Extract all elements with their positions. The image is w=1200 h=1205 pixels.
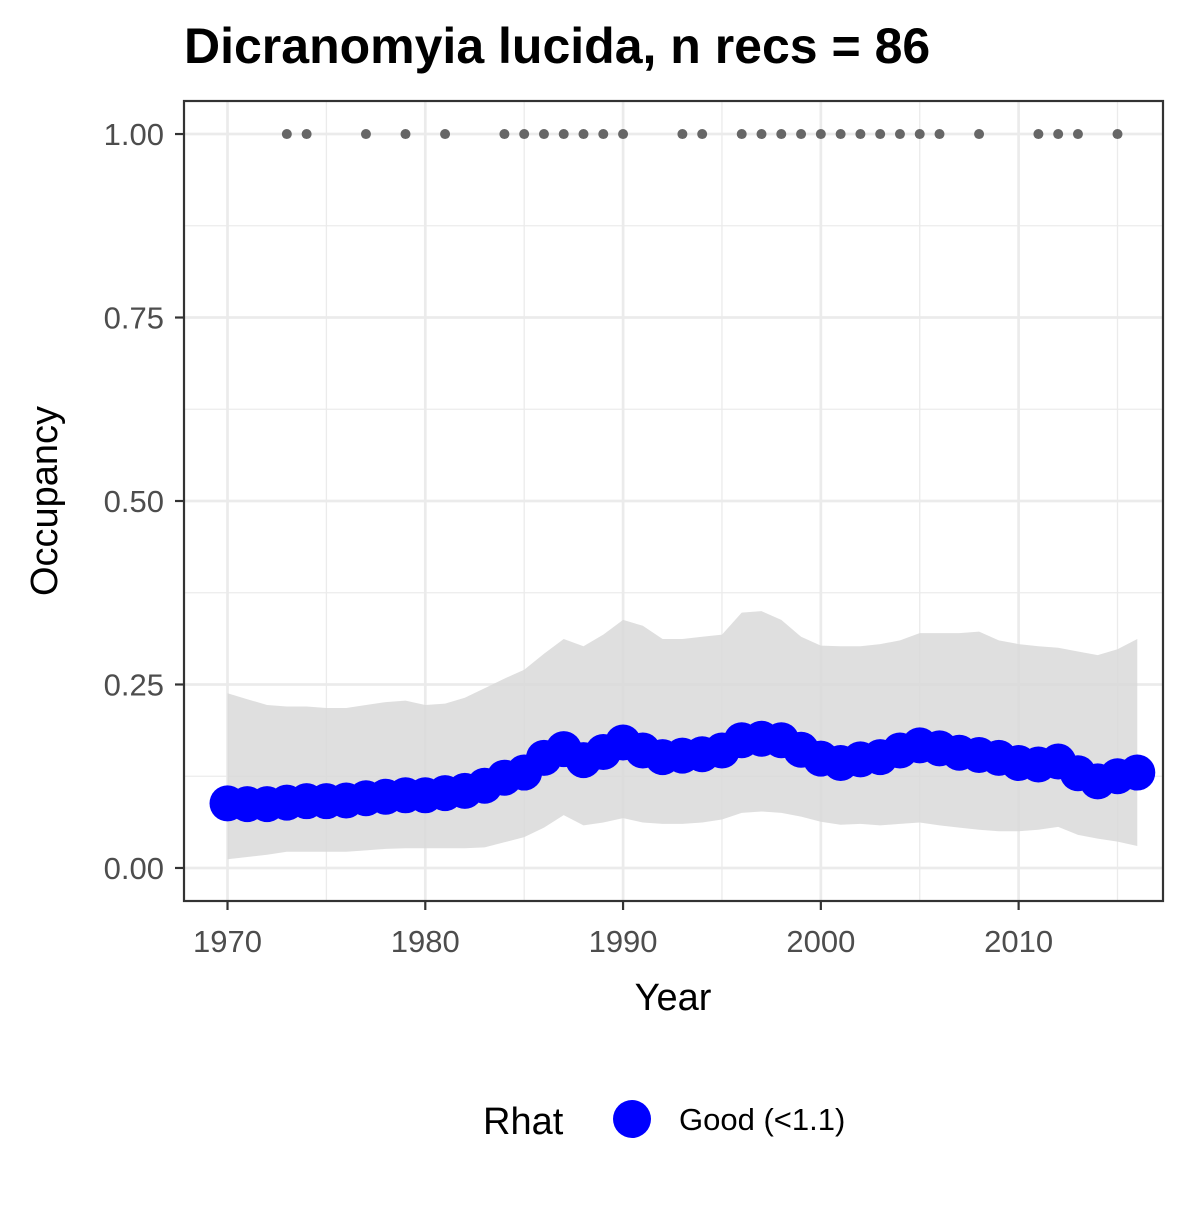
x-tick-label: 2000 — [786, 924, 855, 959]
record-point — [796, 129, 807, 140]
legend: Rhat Good (<1.1) — [483, 1100, 845, 1143]
record-point — [855, 129, 866, 140]
record-point — [558, 129, 569, 140]
legend-title: Rhat — [483, 1101, 564, 1143]
occupancy-point — [1119, 754, 1156, 791]
record-point — [815, 129, 826, 140]
x-tick-label: 1970 — [193, 924, 262, 959]
record-point — [835, 129, 846, 140]
y-axis-title: Occupancy — [24, 406, 66, 596]
record-point — [914, 129, 925, 140]
x-tick-label: 1980 — [391, 924, 460, 959]
record-point — [934, 129, 945, 140]
record-point — [360, 129, 371, 140]
record-point — [894, 129, 905, 140]
occupancy-series — [209, 720, 1156, 823]
y-tick-label: 0.75 — [104, 301, 164, 336]
record-point — [440, 129, 451, 140]
x-tick-label: 1990 — [589, 924, 658, 959]
record-point — [1112, 129, 1123, 140]
legend-key-circle — [613, 1100, 651, 1138]
record-point — [1072, 129, 1083, 140]
y-tick-label: 0.25 — [104, 667, 164, 702]
record-point — [974, 129, 985, 140]
y-axis: 0.00 0.25 0.50 0.75 1.00 — [104, 117, 184, 886]
record-point — [736, 129, 747, 140]
y-tick-label: 0.50 — [104, 484, 164, 519]
record-points — [281, 129, 1123, 140]
record-point — [499, 129, 510, 140]
record-point — [400, 129, 411, 140]
record-point — [1053, 129, 1064, 140]
x-axis: 1970 1980 1990 2000 2010 — [193, 901, 1053, 959]
record-point — [578, 129, 589, 140]
legend-label: Good (<1.1) — [679, 1102, 845, 1137]
record-point — [519, 129, 530, 140]
record-point — [756, 129, 767, 140]
record-point — [538, 129, 549, 140]
record-point — [281, 129, 292, 140]
record-point — [618, 129, 629, 140]
record-point — [697, 129, 708, 140]
record-point — [875, 129, 886, 140]
record-point — [1033, 129, 1044, 140]
y-tick-label: 0.00 — [104, 851, 164, 886]
chart-title: Dicranomyia lucida, n recs = 86 — [184, 18, 930, 74]
record-point — [776, 129, 787, 140]
x-axis-title: Year — [635, 977, 712, 1019]
record-point — [301, 129, 312, 140]
record-point — [677, 129, 688, 140]
y-tick-label: 1.00 — [104, 117, 164, 152]
record-point — [598, 129, 609, 140]
x-tick-label: 2010 — [984, 924, 1053, 959]
